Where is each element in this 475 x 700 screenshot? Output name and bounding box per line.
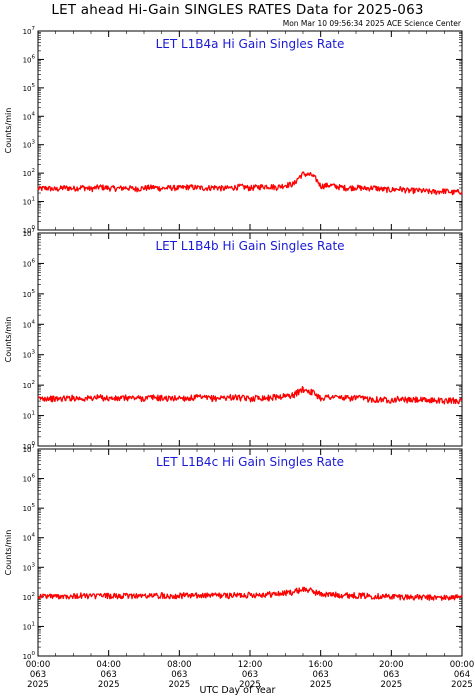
panel-1: 100 101 102 103 104 105 106 107 Counts/min LET L1… <box>4 26 463 235</box>
x-tick-time: 00:00 <box>26 660 51 670</box>
x-tick-doy: 063 <box>383 670 399 680</box>
panels-group: 100 101 102 103 104 105 106 107 Counts/min LET L1… <box>4 26 463 661</box>
panel-title: LET L1B4a Hi Gain Singles Rate <box>156 37 345 51</box>
y-axis-title: Counts/min <box>4 530 13 576</box>
y-tick-label: 105 <box>23 503 36 513</box>
panel-2: 100 101 102 103 104 105 106 107 Counts/min LET L1… <box>4 228 463 451</box>
y-tick-label: 106 <box>23 474 36 484</box>
panel-frame <box>37 448 463 657</box>
y-tick-label: 107 <box>23 444 36 454</box>
y-tick-label: 107 <box>23 26 36 36</box>
series-line <box>37 171 463 196</box>
y-axis-title: Counts/min <box>4 317 13 363</box>
y-tick-label: 101 <box>23 411 35 421</box>
y-tick-label: 103 <box>23 562 36 572</box>
y-tick-label: 101 <box>23 621 35 631</box>
x-tick-time: 12:00 <box>238 660 263 670</box>
panel-title: LET L1B4c Hi Gain Singles Rate <box>156 455 344 469</box>
y-tick-label: 105 <box>23 83 36 93</box>
panel-frame <box>37 232 463 447</box>
y-tick-label: 107 <box>23 228 36 238</box>
y-tick-label: 102 <box>23 592 35 602</box>
y-tick-label: 100 <box>23 651 36 661</box>
y-tick-label: 104 <box>23 319 36 329</box>
series-line <box>37 385 463 405</box>
x-tick-time: 04:00 <box>96 660 121 670</box>
x-axis-tick-labels: 00:00063202504:00063202508:00063202512:0… <box>26 660 475 690</box>
x-tick-doy: 063 <box>242 670 258 680</box>
y-tick-label: 103 <box>23 140 36 150</box>
x-tick-year: 2025 <box>310 680 332 690</box>
x-tick-year: 2025 <box>169 680 191 690</box>
y-tick-label: 105 <box>23 289 36 299</box>
y-tick-label: 103 <box>23 350 36 360</box>
x-tick-year: 2025 <box>27 680 49 690</box>
panel-3: 100 101 102 103 104 105 106 107 Counts/min LET L1… <box>4 444 463 661</box>
x-tick-doy: 063 <box>313 670 329 680</box>
x-tick-year: 2025 <box>98 680 120 690</box>
x-tick-time: 16:00 <box>308 660 333 670</box>
y-axis-title: Counts/min <box>4 108 13 154</box>
y-tick-label: 104 <box>23 111 36 121</box>
y-tick-label: 100 <box>23 441 36 451</box>
x-tick-year: 2025 <box>381 680 403 690</box>
x-tick-year: 2025 <box>239 680 261 690</box>
chart-main-title: LET ahead Hi-Gain SINGLES RATES Data for… <box>51 2 424 18</box>
x-tick-doy: 064 <box>454 670 470 680</box>
y-tick-label: 101 <box>23 197 35 207</box>
x-tick-doy: 063 <box>30 670 46 680</box>
y-tick-label: 106 <box>23 258 36 268</box>
x-axis-title: UTC Day of Year <box>199 685 276 696</box>
panel-title: LET L1B4b Hi Gain Singles Rate <box>155 239 344 253</box>
x-tick-doy: 063 <box>101 670 117 680</box>
x-tick-year: 2025 <box>451 680 473 690</box>
x-tick-time: 20:00 <box>379 660 404 670</box>
generation-timestamp: Mon Mar 10 09:56:34 2025 ACE Science Cen… <box>282 19 461 28</box>
x-tick-time: 00:00 <box>450 660 475 670</box>
panel-frame <box>37 30 463 231</box>
series-line <box>37 586 463 601</box>
y-tick-label: 106 <box>23 54 36 64</box>
y-tick-label: 100 <box>23 225 36 235</box>
x-tick-doy: 063 <box>171 670 187 680</box>
y-tick-label: 102 <box>23 168 35 178</box>
y-tick-label: 104 <box>23 533 36 543</box>
x-tick-time: 08:00 <box>167 660 192 670</box>
y-tick-label: 102 <box>23 380 35 390</box>
